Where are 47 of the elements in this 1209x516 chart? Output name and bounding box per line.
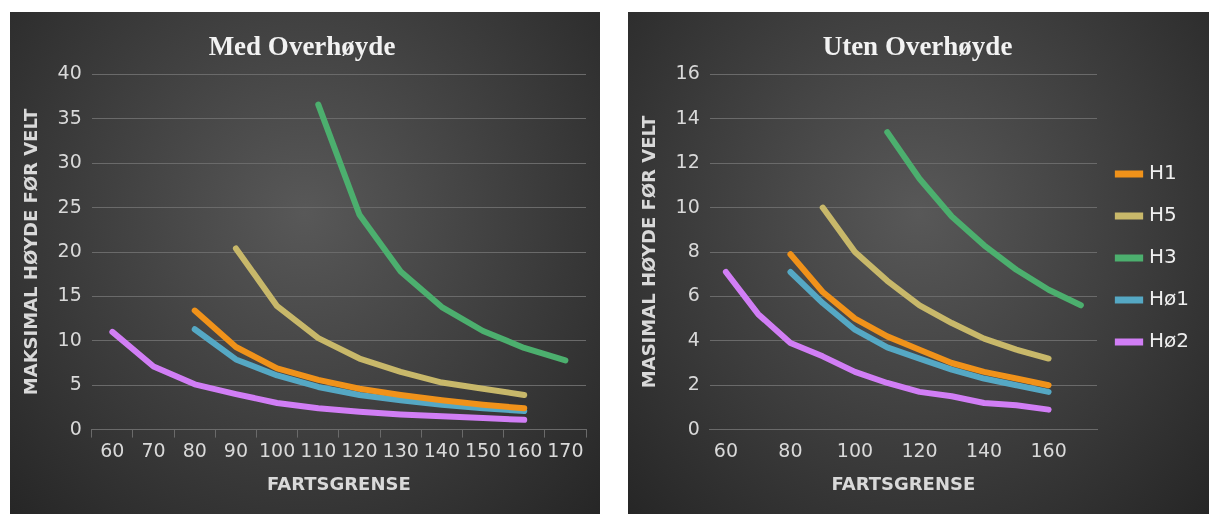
y-tick-label: 10 xyxy=(675,194,700,217)
x-axis-title: FARTSGRENSE xyxy=(831,472,976,494)
y-axis-title: MAKSIMAL HØYDE FØR VELT xyxy=(20,108,42,396)
legend-label: H5 xyxy=(1149,202,1177,227)
x-tick-label: 80 xyxy=(182,438,207,461)
x-tick-label: 60 xyxy=(713,438,738,461)
x-tick-label: 160 xyxy=(506,438,543,461)
y-tick-label: 5 xyxy=(69,372,82,395)
x-tick-label: 100 xyxy=(836,438,874,461)
x-tick-label: 130 xyxy=(382,438,419,461)
y-tick-label: 20 xyxy=(57,238,82,261)
x-tick-label: 90 xyxy=(223,438,249,461)
y-tick-label: 30 xyxy=(57,150,82,173)
y-axis-title: MASIMAL HØYDE FØR VELT xyxy=(638,115,660,389)
chart-title: Uten Overhøyde xyxy=(822,31,1013,62)
x-tick-label: 100 xyxy=(258,438,296,461)
y-tick-label: 15 xyxy=(57,283,82,306)
y-tick-label: 16 xyxy=(675,61,700,84)
y-tick-label: 40 xyxy=(57,61,82,84)
y-tick-label: 4 xyxy=(687,327,700,350)
legend-label: Hø1 xyxy=(1149,286,1189,311)
x-tick-label: 140 xyxy=(965,438,1003,461)
y-tick-label: 0 xyxy=(687,416,700,439)
x-tick-label: 80 xyxy=(778,438,803,461)
x-tick-label: 70 xyxy=(141,438,166,461)
x-axis-title: FARTSGRENSE xyxy=(267,472,411,494)
x-tick-label: 150 xyxy=(464,438,502,461)
x-tick-label: 110 xyxy=(300,438,337,461)
x-tick-label: 120 xyxy=(901,438,938,461)
legend-label: H1 xyxy=(1149,160,1177,185)
x-tick-label: 160 xyxy=(1030,438,1067,461)
y-tick-label: 6 xyxy=(687,283,700,306)
x-tick-label: 170 xyxy=(547,438,584,461)
y-tick-label: 12 xyxy=(675,150,700,173)
y-tick-label: 10 xyxy=(57,327,82,350)
y-tick-label: 8 xyxy=(687,238,700,261)
chart-title: Med Overhøyde xyxy=(208,31,396,62)
x-tick-label: 60 xyxy=(100,438,125,461)
y-tick-label: 25 xyxy=(57,194,82,217)
x-tick-label: 120 xyxy=(341,438,378,461)
y-tick-label: 14 xyxy=(675,105,700,128)
legend-label: H3 xyxy=(1149,244,1177,269)
y-tick-label: 0 xyxy=(69,416,82,439)
legend-label: Hø2 xyxy=(1149,328,1189,353)
x-tick-label: 140 xyxy=(423,438,460,461)
y-tick-label: 35 xyxy=(57,105,82,128)
y-tick-label: 2 xyxy=(687,372,700,395)
